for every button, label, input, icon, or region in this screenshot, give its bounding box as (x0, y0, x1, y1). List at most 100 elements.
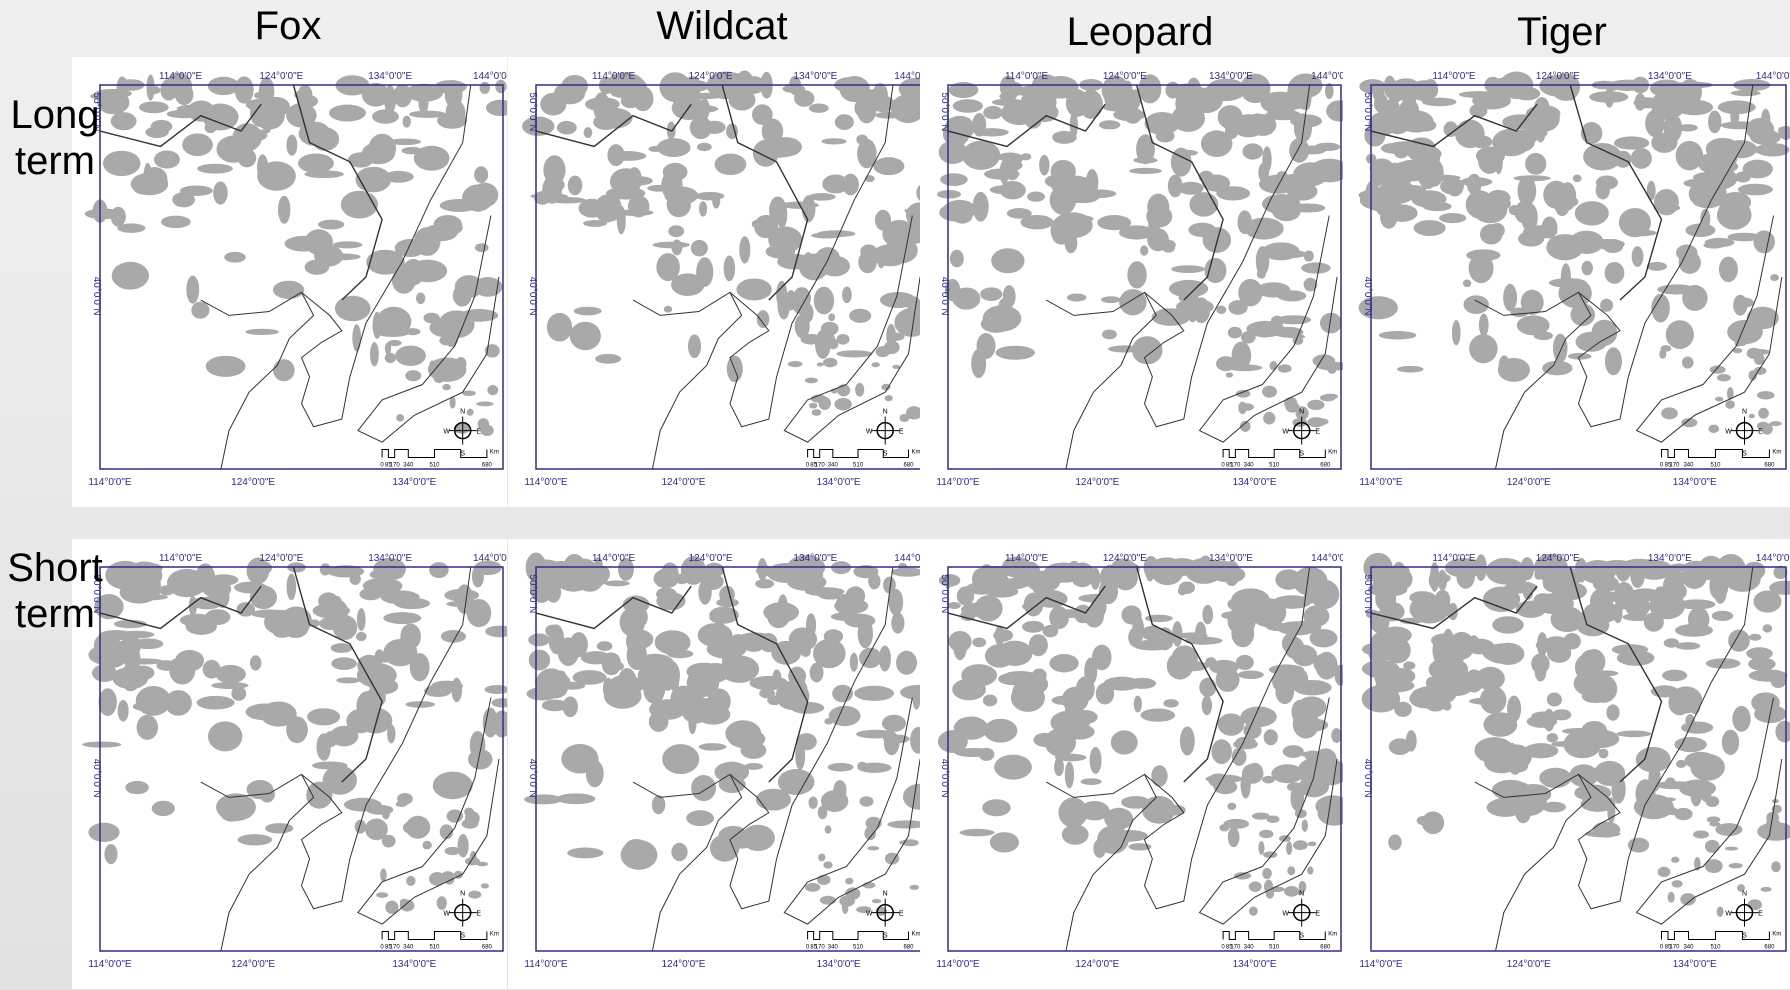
habitat-patch (341, 191, 378, 219)
habitat-patch (1379, 331, 1416, 339)
habitat-patch (352, 324, 361, 352)
habitat-patch (455, 357, 467, 371)
habitat-patch (1605, 347, 1622, 375)
habitat-patch (882, 715, 906, 732)
habitat-patch (1503, 284, 1517, 312)
habitat-patch (464, 808, 474, 816)
habitat-patch (1180, 726, 1195, 755)
habitat-patch (318, 220, 344, 230)
compass-letter: W (1725, 429, 1732, 436)
habitat-patch (1142, 796, 1176, 824)
habitat-patch (979, 748, 995, 761)
lon-label: 114°0'0"E (1005, 553, 1049, 564)
habitat-patch (1658, 867, 1671, 877)
habitat-patch (823, 358, 837, 368)
habitat-patch (716, 598, 739, 607)
habitat-patch (1705, 796, 1719, 807)
scale-label: 170 (1230, 462, 1241, 468)
habitat-patch (1535, 663, 1547, 681)
habitat-patch (1755, 317, 1772, 325)
habitat-patch (1667, 807, 1678, 815)
habitat-patch (1717, 374, 1731, 381)
habitat-patch (394, 315, 412, 324)
habitat-patch (1688, 607, 1710, 631)
habitat-patch (953, 99, 983, 112)
habitat-patch (238, 834, 273, 845)
habitat-patch (1422, 811, 1444, 834)
habitat-patch (1242, 764, 1264, 784)
habitat-patch (1552, 568, 1579, 589)
habitat-patch (836, 334, 849, 345)
scale-label: 340 (403, 462, 414, 468)
habitat-patch (1022, 621, 1044, 633)
habitat-patch (92, 664, 117, 682)
habitat-patch (755, 579, 774, 588)
habitat-patch (481, 883, 489, 888)
habitat-patch (867, 846, 879, 850)
habitat-patch (476, 862, 488, 867)
map-panel: 114°0'0"E124°0'0"E134°0'0"E144°0'0"E114°… (508, 539, 928, 989)
compass-letter: N (1742, 409, 1747, 416)
habitat-patch (1487, 190, 1511, 207)
habitat-patch (817, 362, 824, 366)
habitat-patch (1667, 582, 1687, 600)
habitat-patch (859, 796, 873, 806)
habitat-patch (1320, 394, 1336, 401)
habitat-patch (397, 793, 413, 805)
habitat-patch (433, 373, 444, 383)
habitat-patch (909, 885, 919, 890)
habitat-patch (320, 563, 331, 575)
habitat-patch (656, 253, 680, 281)
habitat-patch (688, 334, 701, 358)
lon-label: 124°0'0"E (1075, 477, 1119, 488)
habitat-patch (1661, 407, 1678, 419)
habitat-patch (528, 633, 550, 646)
habitat-patch (406, 876, 415, 886)
habitat-patch (442, 384, 450, 390)
habitat-patch (387, 724, 395, 743)
habitat-patch (118, 700, 129, 722)
habitat-patch (857, 762, 867, 770)
lon-label: 114°0'0"E (1432, 553, 1476, 564)
habitat-patch (286, 135, 297, 156)
habitat-patch (1469, 104, 1487, 118)
habitat-patch (1539, 768, 1571, 788)
lon-label: 114°0'0"E (1359, 477, 1403, 488)
lon-label: 134°0'0"E (793, 71, 837, 82)
habitat-patch (1267, 815, 1280, 823)
habitat-patch (356, 691, 379, 720)
lon-label: 114°0'0"E (1432, 71, 1476, 82)
habitat-patch (1562, 278, 1576, 294)
habitat-patch (414, 227, 441, 256)
scale-bar (1223, 449, 1325, 457)
scale-label: 680 (903, 944, 914, 950)
habitat-patch (395, 345, 426, 365)
habitat-patch (1171, 105, 1205, 132)
lon-label: 114°0'0"E (936, 477, 980, 488)
habitat-patch (250, 655, 261, 670)
habitat-patch (876, 346, 890, 357)
habitat-patch (543, 155, 565, 184)
habitat-patch (1259, 830, 1273, 838)
habitat-patch (686, 810, 714, 826)
habitat-patch (671, 843, 687, 861)
lon-label: 114°0'0"E (592, 553, 636, 564)
habitat-patch (246, 704, 284, 721)
habitat-patch (854, 686, 894, 701)
habitat-patch (962, 141, 1000, 170)
habitat-patch (948, 631, 971, 652)
habitat-patch (1553, 334, 1568, 363)
habitat-patch (593, 92, 610, 121)
lon-label: 114°0'0"E (936, 959, 980, 970)
habitat-patch (1245, 87, 1265, 100)
habitat-patch (1062, 215, 1094, 223)
habitat-patch (1205, 657, 1216, 668)
habitat-patch (125, 685, 135, 691)
habitat-patch (329, 105, 366, 122)
habitat-patch (254, 92, 267, 99)
habitat-patch (1617, 731, 1652, 738)
habitat-patch (1422, 98, 1457, 107)
habitat-patch (1049, 654, 1078, 672)
compass-letter: N (883, 409, 888, 416)
habitat-patch (1304, 251, 1314, 262)
